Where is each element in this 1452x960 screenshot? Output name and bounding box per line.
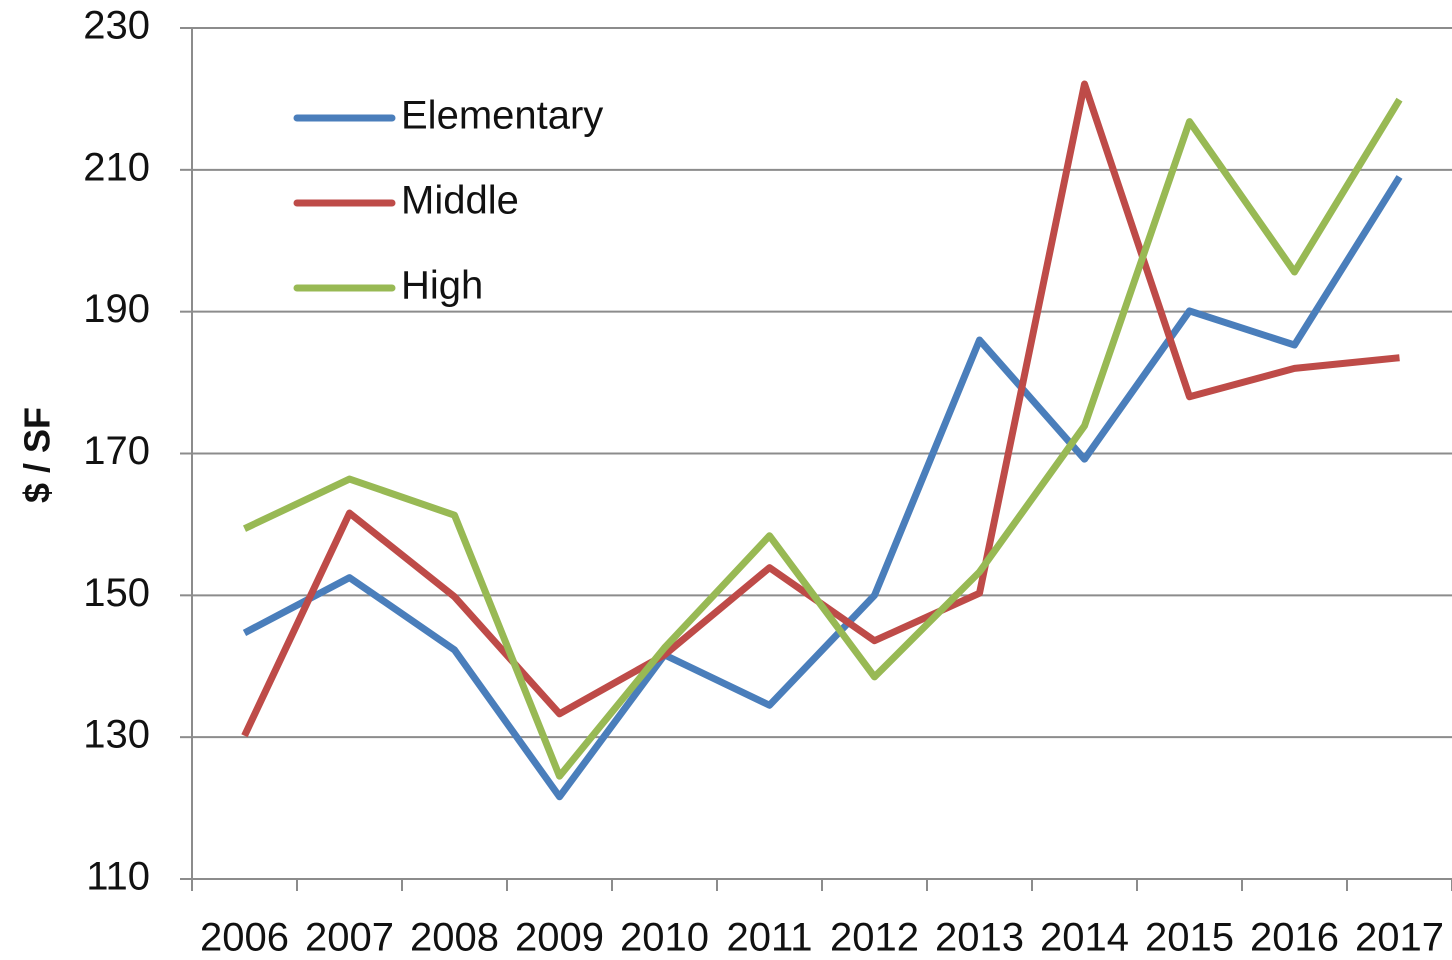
y-tick-label: 190 [83, 287, 150, 331]
x-tick-label: 2009 [515, 916, 604, 960]
y-tick-label: 230 [83, 4, 150, 48]
y-tick-label: 130 [83, 713, 150, 757]
data-line [243, 97, 1403, 780]
legend-label: High [401, 264, 483, 308]
x-tick-label: 2007 [305, 916, 394, 960]
x-tick-label: 2011 [726, 916, 812, 960]
x-tick-label: 2014 [1040, 916, 1129, 960]
y-tick-label: 210 [83, 145, 150, 189]
x-tick-label: 2015 [1145, 916, 1234, 960]
x-tick-label: 2016 [1250, 916, 1339, 960]
legend-label: Middle [401, 179, 519, 223]
y-tick-label: 110 [86, 855, 150, 899]
x-tick-label: 2010 [620, 916, 709, 960]
y-tick-label: 170 [83, 429, 150, 473]
y-axis-label: $ / SF [17, 407, 58, 503]
x-tick-label: 2008 [410, 916, 499, 960]
legend-label: Elementary [401, 94, 603, 138]
x-tick-label: 2006 [200, 916, 289, 960]
y-tick-label: 150 [83, 571, 150, 615]
data-line [242, 175, 1403, 801]
x-tick-label: 2013 [935, 916, 1024, 960]
x-tick-label: 2012 [830, 916, 919, 960]
x-tick-label: 2017 [1355, 916, 1444, 960]
